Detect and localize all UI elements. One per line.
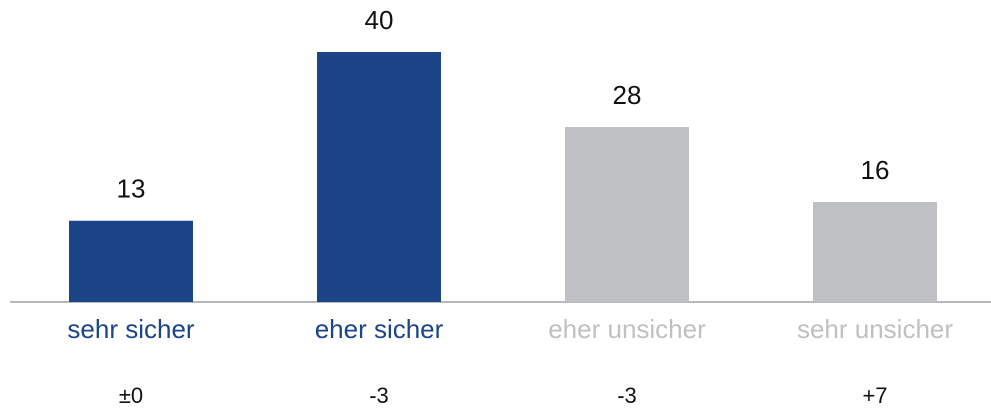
change-label: ±0 xyxy=(119,383,143,408)
bar xyxy=(69,220,193,302)
change-label: -3 xyxy=(617,383,637,408)
change-label: -3 xyxy=(369,383,389,408)
bar xyxy=(813,202,937,302)
value-label: 16 xyxy=(861,155,890,185)
bar xyxy=(565,127,689,302)
category-label: eher sicher xyxy=(315,314,444,344)
change-label: +7 xyxy=(862,383,887,408)
value-label: 40 xyxy=(365,5,394,35)
category-label: sehr unsicher xyxy=(797,314,953,344)
value-label: 28 xyxy=(613,80,642,110)
category-label: eher unsicher xyxy=(548,314,706,344)
value-label: 13 xyxy=(117,174,146,204)
category-label: sehr sicher xyxy=(67,314,194,344)
bar xyxy=(317,52,441,302)
